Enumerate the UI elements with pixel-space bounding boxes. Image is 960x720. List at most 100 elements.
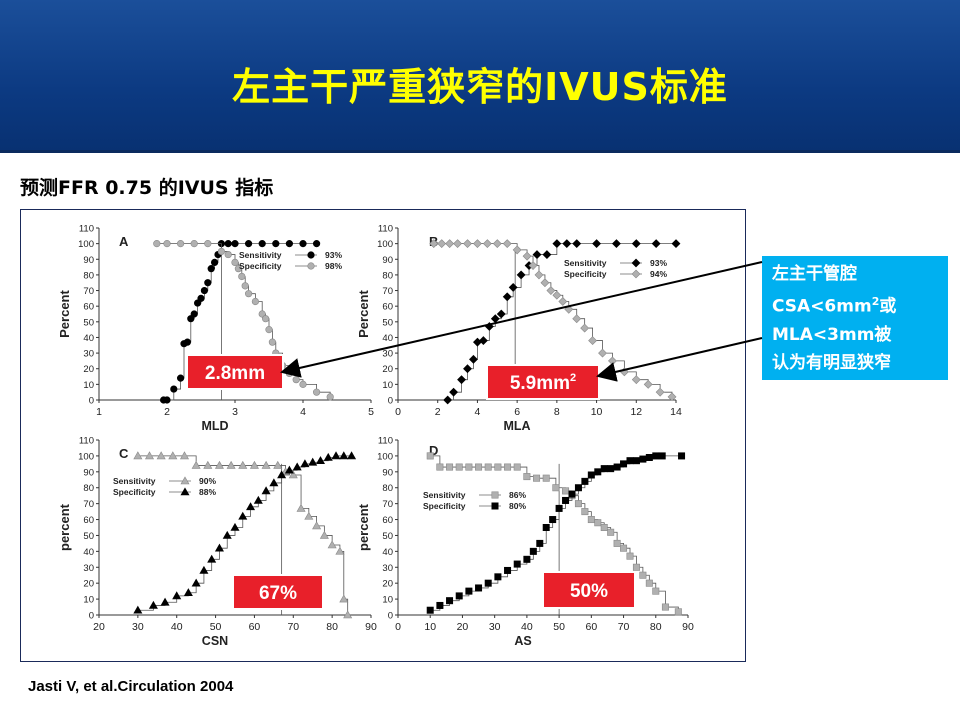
data-point <box>224 250 232 259</box>
y-tick-label: 20 <box>83 364 94 375</box>
data-point <box>667 392 677 402</box>
data-point <box>272 240 280 248</box>
data-point <box>315 456 326 464</box>
data-point <box>183 338 191 346</box>
data-point <box>496 309 506 319</box>
data-point <box>312 521 322 530</box>
data-point <box>262 315 270 323</box>
data-point <box>231 240 239 248</box>
data-point <box>502 292 512 302</box>
data-point <box>652 452 660 460</box>
legend-label: Specificity <box>239 261 282 271</box>
y-tick-label: 110 <box>378 224 393 235</box>
data-point <box>523 473 531 481</box>
data-point <box>327 540 337 549</box>
data-point <box>285 240 294 248</box>
y-tick-label: 90 <box>382 467 393 478</box>
y-tick-label: 10 <box>382 595 393 606</box>
data-point <box>148 600 158 609</box>
data-point <box>619 367 629 377</box>
data-point <box>445 239 455 249</box>
cutoff-value-box <box>186 354 284 390</box>
y-tick-label: 10 <box>382 380 393 391</box>
data-point <box>542 474 550 482</box>
data-point <box>484 579 492 587</box>
data-point <box>446 597 454 605</box>
x-tick-label: 0 <box>395 621 401 633</box>
data-point <box>200 286 208 295</box>
data-point <box>655 387 665 397</box>
data-point <box>268 338 276 346</box>
data-point <box>217 247 225 256</box>
data-point <box>574 500 582 508</box>
data-point <box>197 294 205 302</box>
legend-label: Sensitivity <box>564 258 607 268</box>
data-point <box>180 487 190 496</box>
x-tick-label: 2 <box>164 406 170 418</box>
data-point <box>245 290 253 298</box>
data-point <box>436 463 444 471</box>
panel-letter: D <box>429 443 438 458</box>
cutoff-value-box <box>232 574 324 610</box>
callout-line-2: CSA<6mm2或 <box>772 288 948 321</box>
y-tick-label: 30 <box>83 349 94 360</box>
data-point <box>426 452 434 460</box>
legend-label: Specificity <box>564 269 607 279</box>
x-tick-label: 2 <box>435 406 441 418</box>
data-point <box>455 463 463 471</box>
y-tick-label: 110 <box>79 224 94 235</box>
data-point <box>607 528 615 536</box>
y-tick-label: 0 <box>388 611 393 622</box>
y-tick-label: 60 <box>83 515 94 526</box>
legend-label: Specificity <box>113 487 156 497</box>
figure-frame: 0 10 20 30 40 50 60 70 80 90 100 110 1 2 3 4 5 MLD Percent… <box>20 209 746 662</box>
data-point <box>549 516 557 524</box>
y-tick-label: 90 <box>382 255 393 266</box>
legend-label: Sensitivity <box>239 250 282 260</box>
y-tick-label: 10 <box>83 380 94 391</box>
data-point <box>529 547 537 555</box>
x-tick-label: 40 <box>521 621 533 633</box>
data-point <box>343 610 353 619</box>
data-point <box>652 587 660 595</box>
data-point <box>429 239 439 249</box>
x-tick-label: 10 <box>591 406 603 418</box>
data-point <box>265 326 273 334</box>
data-point <box>600 523 608 531</box>
data-point <box>231 258 239 267</box>
cutoff-value-box <box>542 571 636 609</box>
x-tick-label: 5 <box>368 406 374 418</box>
data-point <box>180 476 190 485</box>
data-point <box>261 460 271 469</box>
chart-panel-a: 0 10 20 30 40 50 60 70 80 90 100 110 1 2 3 4 5 MLD Percent… <box>57 224 374 434</box>
data-point <box>564 304 574 314</box>
data-point <box>307 262 315 270</box>
data-point <box>631 258 641 268</box>
data-point <box>160 597 170 606</box>
data-point <box>484 322 494 331</box>
data-point <box>594 468 602 476</box>
y-tick-label: 20 <box>83 579 94 590</box>
data-point <box>457 375 466 385</box>
legend-value: 80% <box>509 501 526 511</box>
data-point <box>313 240 321 248</box>
data-point <box>494 463 502 471</box>
x-tick-label: 80 <box>326 621 338 633</box>
data-point <box>558 297 568 306</box>
x-tick-label: 70 <box>618 621 630 633</box>
data-point <box>513 463 521 471</box>
data-point <box>234 265 242 273</box>
x-tick-label: 1 <box>96 406 102 418</box>
data-point <box>580 323 590 333</box>
data-point <box>299 380 307 388</box>
data-point <box>170 385 178 393</box>
y-tick-label: 50 <box>382 531 393 542</box>
x-tick-label: 0 <box>395 406 401 418</box>
data-point <box>463 239 472 249</box>
data-point <box>326 393 334 401</box>
data-point <box>224 240 232 248</box>
y-axis-label: percent <box>356 503 371 551</box>
data-point <box>163 396 171 404</box>
data-point <box>581 508 589 516</box>
data-point <box>552 239 562 249</box>
